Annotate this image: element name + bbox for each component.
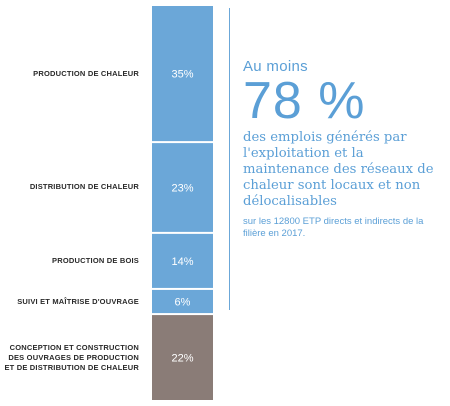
bar-segment — [152, 6, 213, 142]
callout-percentage: 78 % — [243, 72, 366, 130]
bar-value-label: 6% — [175, 297, 191, 309]
callout-note: sur les 12800 ETP directs et indirects d… — [243, 216, 424, 239]
callout-lead: Au moins — [243, 58, 308, 75]
bar-segment — [152, 143, 213, 232]
divider-line — [229, 8, 230, 310]
category-label: CONCEPTION ET CONSTRUCTION DES OUVRAGES … — [4, 342, 139, 372]
callout-block: Au moins 78 % des emplois générés par l'… — [243, 58, 448, 240]
category-label: PRODUCTION DE CHALEUR — [33, 68, 139, 78]
category-label: DISTRIBUTION DE CHALEUR — [29, 182, 139, 192]
bar-segment — [152, 233, 213, 288]
bar-value-label: 23% — [171, 182, 193, 194]
bar-segment — [152, 289, 213, 314]
bar-value-label: 14% — [171, 256, 193, 268]
category-label: PRODUCTION DE BOIS — [52, 255, 139, 265]
callout-body: des emplois générés par l'exploitation e… — [243, 130, 434, 209]
category-label: SUIVI ET MAÎTRISE D'OUVRAGE — [17, 296, 139, 306]
bar-value-label: 22% — [171, 353, 193, 365]
bar-value-label: 35% — [171, 69, 193, 81]
bar-segment — [152, 315, 213, 400]
